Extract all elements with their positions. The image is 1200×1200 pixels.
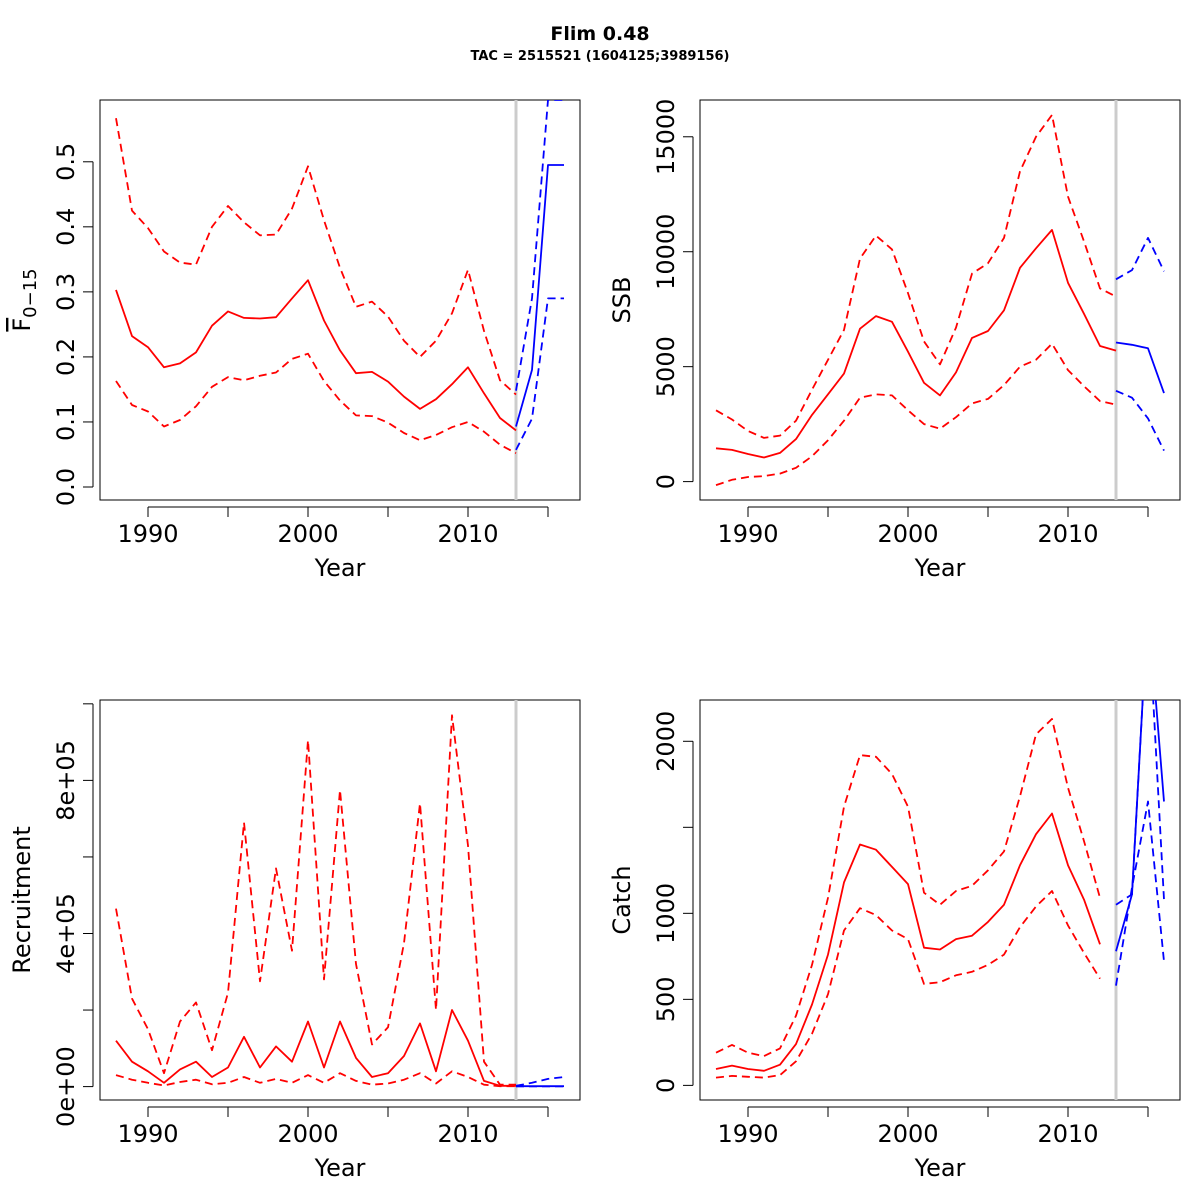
x-tick-label: 2000 <box>877 1120 938 1148</box>
x-tick-label: 1990 <box>117 1120 178 1148</box>
chart-panel-bottom-right: 1990 2000 2010 Year 0 500 1000 2000 Catch <box>608 699 1181 1182</box>
series-line-forecast-median <box>515 164 564 427</box>
x-tick-label: 1990 <box>117 520 178 548</box>
x-tick-label: 2010 <box>437 1120 498 1148</box>
x-tick-label: 2010 <box>1037 1120 1098 1148</box>
y-axis-title: F0−15 <box>8 268 41 331</box>
y-tick-label: 5000 <box>652 336 680 397</box>
x-tick-label: 1990 <box>717 1120 778 1148</box>
x-axis-title: Year <box>314 554 366 582</box>
y-axis-title: Catch <box>608 865 636 934</box>
x-axis-title: Year <box>314 1154 366 1182</box>
series-line-history-lower <box>715 342 1117 486</box>
y-tick-label: 0.4 <box>52 208 80 246</box>
y-tick-label: 15000 <box>652 99 680 175</box>
series-line-history-lower <box>115 1070 516 1088</box>
x-tick-label: 2000 <box>277 1120 338 1148</box>
series-line-forecast-median <box>1115 341 1165 394</box>
y-tick-label: 4e+05 <box>52 893 80 974</box>
y-tick-label: 0 <box>652 1078 680 1093</box>
figure-title: Flim 0.48 <box>550 23 649 45</box>
y-tick-label: 0.2 <box>52 338 80 376</box>
series-line-forecast-lower <box>1115 800 1165 986</box>
y-tick-label: 0.3 <box>52 273 80 311</box>
x-tick-label: 2000 <box>277 520 338 548</box>
series-line-history-median <box>715 228 1117 459</box>
x-tick-label: 1990 <box>717 520 778 548</box>
series-line-history-median <box>715 812 1101 1072</box>
x-tick-label: 2000 <box>877 520 938 548</box>
series-line-forecast-lower <box>1115 389 1165 452</box>
y-tick-label: 0.5 <box>52 143 80 181</box>
x-tick-label: 2010 <box>437 520 498 548</box>
series-line-history-upper <box>715 114 1117 439</box>
y-tick-label: 500 <box>652 976 680 1022</box>
series-line-forecast-upper <box>515 1076 565 1087</box>
x-axis-title: Year <box>914 1154 966 1182</box>
series-line-history-lower <box>715 890 1101 1079</box>
series-line-history-upper <box>715 718 1101 1057</box>
y-tick-label: 1000 <box>652 883 680 944</box>
figure-subtitle: TAC = 2515521 (1604125;3989156) <box>471 49 730 64</box>
plot-frame <box>99 699 581 1101</box>
y-axis-title: SSB <box>608 277 636 324</box>
chart-panel-top-right: 1990 2000 2010 Year 0 5000 10000 15000 SSB <box>608 99 1181 582</box>
y-tick-label: 8e+05 <box>52 740 80 821</box>
y-tick-label: 10000 <box>652 214 680 290</box>
x-axis-title: Year <box>914 554 966 582</box>
series-line-forecast-upper <box>1115 700 1165 906</box>
plot-frame <box>99 99 581 501</box>
series-line-forecast-median <box>1115 700 1165 952</box>
y-tick-label: 0.1 <box>52 403 80 441</box>
plot-frame <box>699 99 1181 501</box>
y-tick-label: 0 <box>652 474 680 489</box>
x-tick-label: 2010 <box>1037 520 1098 548</box>
series-line-forecast-upper <box>515 100 564 391</box>
chart-panels: 1990 2000 2010Year0.00.10.20.30.40.5F0−151… <box>8 99 1181 1182</box>
series-line-history-median <box>115 279 517 432</box>
chart-panel-top-left: 1990 2000 2010 Year 0.0 0.1 0.2 0.3 0.4 0.5 F0−15 <box>8 99 581 582</box>
y-tick-label: 0.0 <box>52 468 80 506</box>
series-line-forecast-lower <box>515 297 564 451</box>
series-line-forecast-upper <box>1115 236 1165 281</box>
series-line-history-median <box>115 1009 516 1087</box>
series-line-history-upper <box>115 118 517 396</box>
plot-frame <box>699 699 1181 1101</box>
chart-panel-bottom-left: 1990 2000 2010 Year 0e+00 4e+05 8e+05 Recruitme… <box>8 699 581 1182</box>
y-axis-title: Recruitment <box>8 826 36 973</box>
y-tick-label: 0e+00 <box>52 1046 80 1127</box>
y-tick-label: 2000 <box>652 711 680 772</box>
series-line-history-lower <box>115 352 517 454</box>
series-line-history-upper <box>115 714 516 1086</box>
